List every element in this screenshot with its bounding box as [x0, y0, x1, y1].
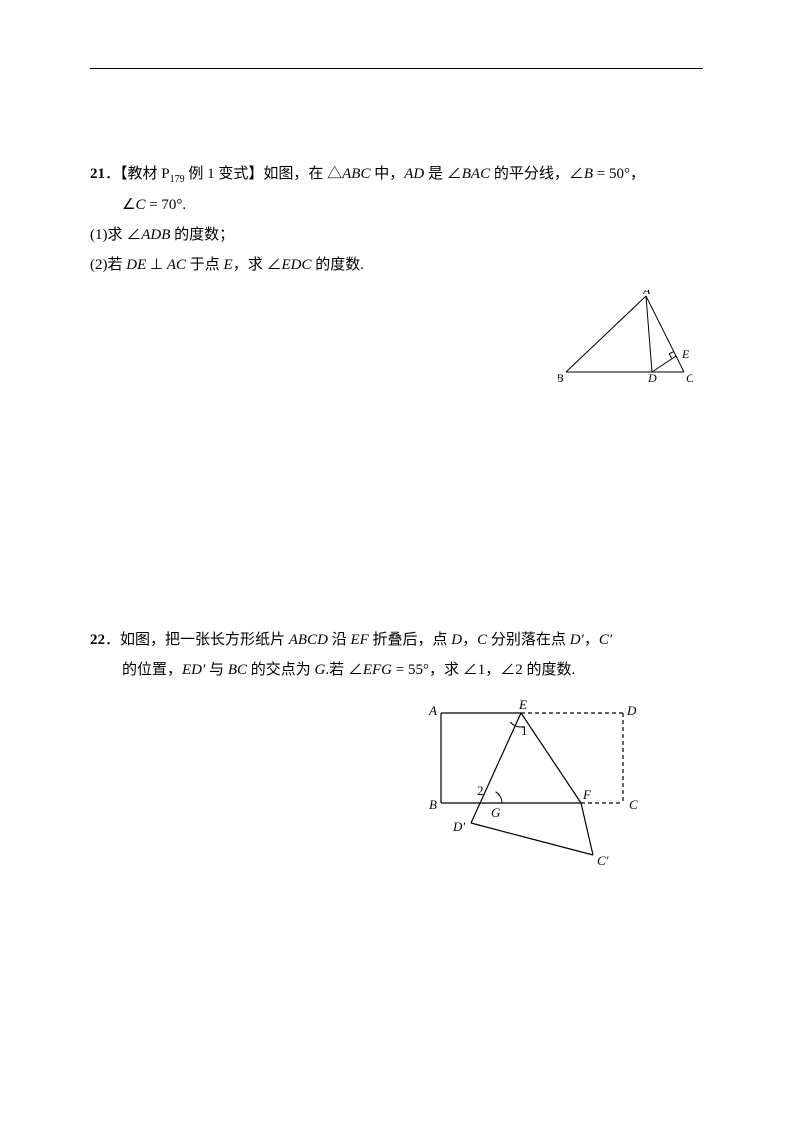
text: ED′	[182, 662, 205, 678]
text: 179	[170, 174, 185, 185]
svg-text:G: G	[491, 805, 501, 820]
text: C	[135, 197, 145, 213]
svg-text:D: D	[626, 703, 637, 718]
text: 是 ∠	[424, 166, 462, 182]
text: = 55°，求 ∠1，∠2 的度数.	[392, 662, 575, 678]
text: = 50°，	[593, 166, 645, 182]
text: ，求 ∠	[233, 257, 282, 273]
text: ．如图，把一张长方形纸片	[105, 632, 289, 648]
text: 的度数；	[170, 227, 234, 243]
text: .若 ∠	[325, 662, 363, 678]
svg-text:1: 1	[521, 723, 528, 738]
text: 【教材 P	[120, 166, 170, 182]
problem-21: 21．【教材 P179 例 1 变式】如图，在 △ABC 中，AD 是 ∠BAC…	[90, 159, 703, 280]
text: C	[477, 632, 487, 648]
text: 沿	[328, 632, 351, 648]
text: 折叠后，点	[369, 632, 452, 648]
text: 的度数.	[311, 257, 364, 273]
problem-21-stem: 21．【教材 P179 例 1 变式】如图，在 △ABC 中，AD 是 ∠BAC…	[90, 159, 703, 190]
svg-text:C: C	[686, 371, 693, 385]
text: 例 1 变式】	[185, 166, 264, 182]
problem-21-figure: A B C D E	[558, 290, 693, 385]
text: 于点	[186, 257, 224, 273]
top-rule	[90, 68, 703, 69]
text: ⊥	[146, 257, 167, 273]
page: 21．【教材 P179 例 1 变式】如图，在 △ABC 中，AD 是 ∠BAC…	[0, 0, 793, 920]
text: AD	[404, 166, 424, 182]
text: ，	[584, 632, 599, 648]
svg-text:B: B	[429, 797, 437, 812]
text: E	[224, 257, 233, 273]
text: BAC	[462, 166, 490, 182]
problem-22-figure: 1 2 A D B C E F G D′ C′	[423, 695, 643, 870]
problem-21-q1: (1)求 ∠ADB 的度数；	[90, 220, 703, 250]
spacer	[90, 385, 703, 625]
svg-text:A: A	[428, 703, 437, 718]
problem-21-figure-wrap: A B C D E	[90, 290, 703, 385]
problem-21-q2: (2)若 DE ⊥ AC 于点 E，求 ∠EDC 的度数.	[90, 250, 703, 280]
svg-text:2: 2	[477, 783, 484, 798]
svg-text:F: F	[582, 787, 592, 802]
text: BC	[228, 662, 247, 678]
text: (2)若	[90, 257, 126, 273]
text: C′	[599, 632, 612, 648]
text: EF	[350, 632, 368, 648]
svg-text:E: E	[681, 347, 690, 361]
text: 的平分线，∠	[490, 166, 584, 182]
text: DE	[126, 257, 146, 273]
problem-22-stem: 22．如图，把一张长方形纸片 ABCD 沿 EF 折叠后，点 D，C 分别落在点…	[90, 625, 703, 655]
text: 与	[205, 662, 228, 678]
text: 的位置，	[122, 662, 182, 678]
text: EDC	[281, 257, 311, 273]
svg-text:B: B	[558, 371, 564, 385]
problem-22-number: 22	[90, 632, 105, 648]
problem-21-line2: ∠C = 70°.	[90, 190, 703, 220]
problem-22-figure-wrap: 1 2 A D B C E F G D′ C′	[90, 695, 703, 870]
text: (1)求 ∠	[90, 227, 141, 243]
text: 中，	[370, 166, 404, 182]
svg-text:D′: D′	[452, 819, 465, 834]
text: B	[584, 166, 593, 182]
text: ABCD	[289, 632, 328, 648]
svg-text:C: C	[629, 797, 638, 812]
text: EFG	[363, 662, 392, 678]
text: 的交点为	[247, 662, 315, 678]
text: D′	[570, 632, 584, 648]
svg-text:A: A	[642, 290, 651, 297]
text: ADB	[141, 227, 170, 243]
text: = 70°.	[145, 197, 186, 213]
svg-text:D: D	[647, 371, 657, 385]
text: AC	[167, 257, 186, 273]
svg-text:C′: C′	[597, 853, 609, 868]
text: 如图，在 △	[263, 166, 342, 182]
text: ，	[462, 632, 477, 648]
text: ∠	[122, 197, 135, 213]
problem-22-line2: 的位置，ED′ 与 BC 的交点为 G.若 ∠EFG = 55°，求 ∠1，∠2…	[90, 655, 703, 685]
text: G	[315, 662, 326, 678]
text: D	[451, 632, 462, 648]
text: 分别落在点	[487, 632, 570, 648]
text: ABC	[342, 166, 370, 182]
problem-21-number: 21	[90, 166, 105, 182]
text: ．	[105, 166, 120, 182]
svg-text:E: E	[518, 697, 527, 712]
problem-22: 22．如图，把一张长方形纸片 ABCD 沿 EF 折叠后，点 D，C 分别落在点…	[90, 625, 703, 685]
